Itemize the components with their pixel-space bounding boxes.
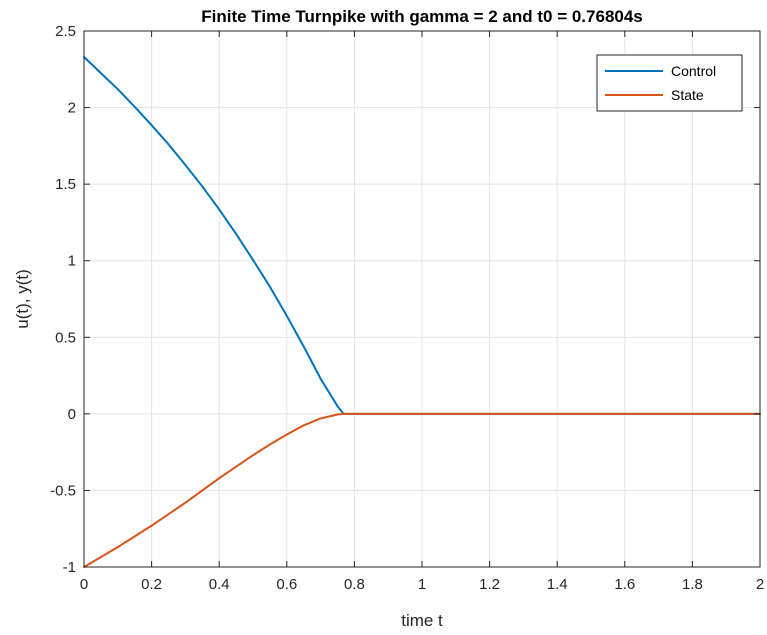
x-axis-label: time t [401, 611, 443, 630]
x-tick-label: 0.4 [209, 576, 230, 593]
x-tick-label: 1 [418, 576, 426, 593]
chart-title: Finite Time Turnpike with gamma = 2 and … [201, 7, 643, 26]
legend: Control State [596, 54, 743, 112]
legend-box [596, 54, 743, 112]
y-tick-label: 0 [68, 406, 76, 423]
y-tick-label: 1 [68, 253, 76, 270]
x-tick-label: 0.8 [344, 576, 365, 593]
y-axis-label: u(t), y(t) [13, 269, 32, 329]
y-tick-label: 0.5 [55, 329, 76, 346]
x-tick-label: 1.2 [479, 576, 500, 593]
x-tick-label: 2 [756, 576, 764, 593]
x-tick-label: 0 [80, 576, 88, 593]
series-line-state [83, 412, 761, 568]
x-tick-label: 0.2 [141, 576, 162, 593]
x-tick-label: 0.6 [276, 576, 297, 593]
x-tick-labels: 0 0.2 0.4 0.6 0.8 1 1.2 1.4 1.6 1.8 2 [80, 576, 764, 593]
y-tick-label: 2 [68, 100, 76, 117]
y-tick-label: 1.5 [55, 176, 76, 193]
legend-label-control: Control [671, 63, 716, 79]
x-tick-label: 1.8 [682, 576, 703, 593]
y-tick-label: 2.5 [55, 23, 76, 40]
tick-marks [83, 30, 761, 568]
y-tick-label: -0.5 [50, 482, 76, 499]
x-tick-label: 1.6 [614, 576, 635, 593]
y-tick-label: -1 [63, 559, 76, 576]
y-tick-labels: -1 -0.5 0 0.5 1 1.5 2 2.5 [50, 23, 76, 576]
series-layer [83, 56, 761, 568]
legend-label-state: State [671, 87, 704, 103]
x-tick-label: 1.4 [547, 576, 568, 593]
